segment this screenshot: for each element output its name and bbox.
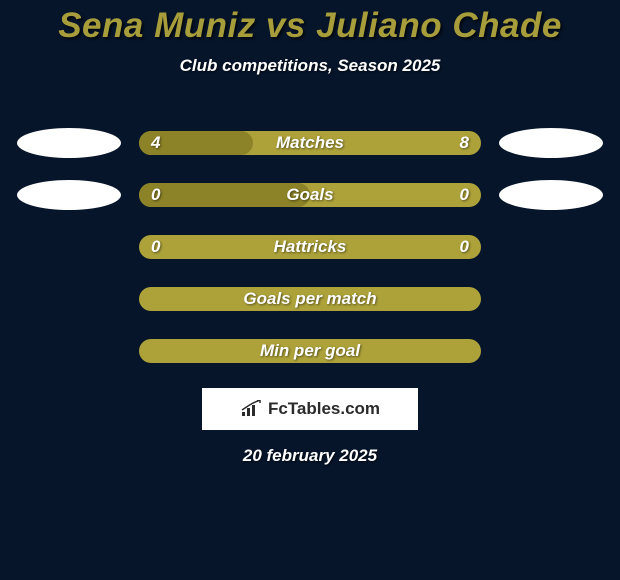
right-ellipse [499, 180, 603, 210]
stat-left-value: 0 [151, 185, 160, 205]
right-ellipse [499, 128, 603, 158]
stat-bar: 4 Matches 8 [139, 131, 481, 155]
stat-right-value: 0 [460, 237, 469, 257]
stat-bar: Goals per match [139, 287, 481, 311]
chart-icon [240, 400, 262, 418]
stat-row: 0 Hattricks 0 [0, 232, 620, 262]
stat-label: Goals [286, 185, 333, 205]
stat-right-value: 8 [460, 133, 469, 153]
stat-bar: 0 Goals 0 [139, 183, 481, 207]
stat-label: Hattricks [274, 237, 347, 257]
left-ellipse [17, 128, 121, 158]
stat-row: Goals per match [0, 284, 620, 314]
page-title: Sena Muniz vs Juliano Chade [0, 6, 620, 46]
comparison-infographic: Sena Muniz vs Juliano Chade Club competi… [0, 0, 620, 466]
stat-label: Goals per match [243, 289, 376, 309]
subtitle: Club competitions, Season 2025 [0, 56, 620, 76]
stat-bar: 0 Hattricks 0 [139, 235, 481, 259]
stat-label: Matches [276, 133, 344, 153]
left-ellipse [17, 180, 121, 210]
stat-left-value: 4 [151, 133, 160, 153]
logo-box: FcTables.com [202, 388, 418, 430]
stat-bar: Min per goal [139, 339, 481, 363]
stat-right-value: 0 [460, 185, 469, 205]
bar-fill-left [139, 183, 310, 207]
stat-row: 0 Goals 0 [0, 180, 620, 210]
stat-row: 4 Matches 8 [0, 128, 620, 158]
stat-row: Min per goal [0, 336, 620, 366]
logo-text: FcTables.com [268, 399, 380, 419]
stat-label: Min per goal [260, 341, 360, 361]
stat-rows: 4 Matches 8 0 Goals 0 0 Hattricks 0 Goals per mat… [0, 128, 620, 366]
date-text: 20 february 2025 [0, 446, 620, 466]
stat-left-value: 0 [151, 237, 160, 257]
